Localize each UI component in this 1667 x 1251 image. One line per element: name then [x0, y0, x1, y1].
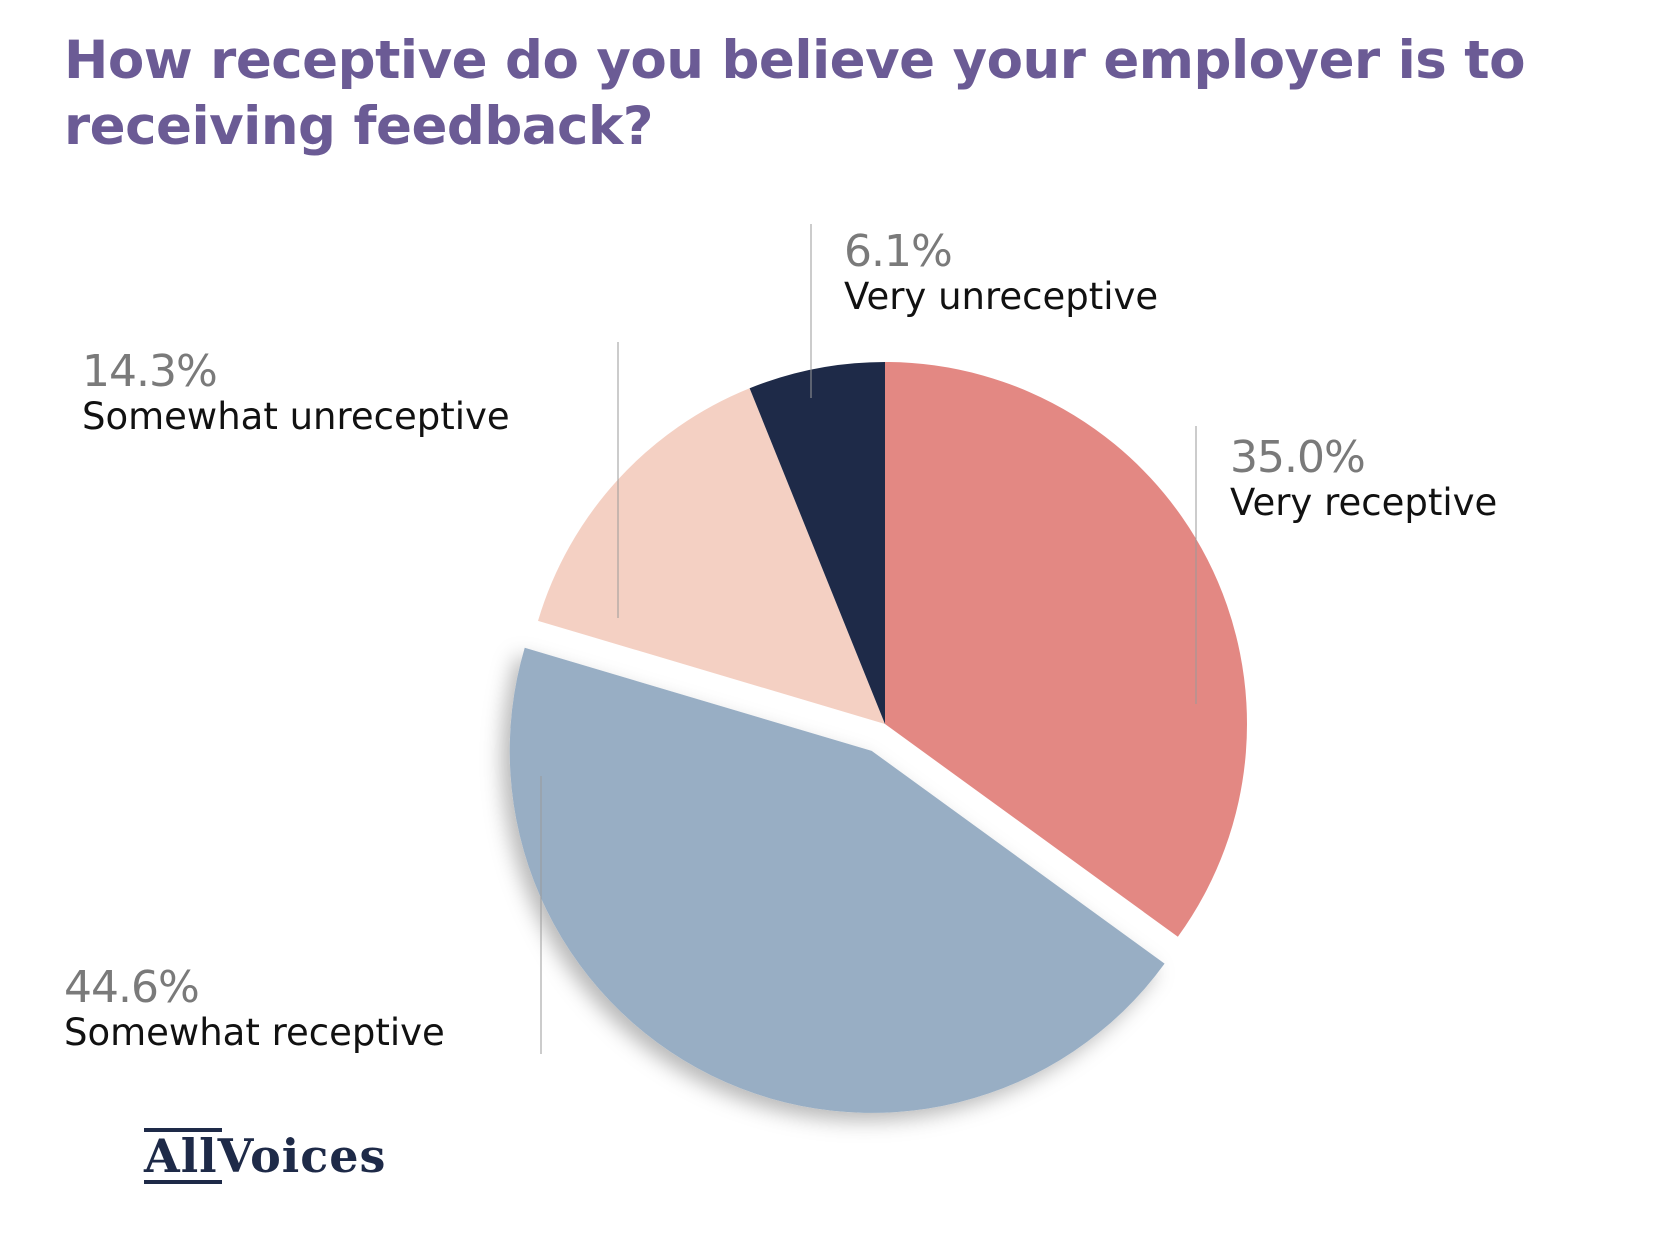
logo-all: All [144, 1128, 222, 1184]
value-very-unreceptive: 6.1% [844, 226, 953, 277]
pie-slice-somewhat-receptive [509, 647, 1165, 1113]
category-very-receptive: Very receptive [1230, 481, 1498, 524]
chart-title: How receptive do you believe your employ… [64, 30, 1526, 157]
pie-slice-very-receptive [885, 362, 1247, 937]
category-somewhat-unreceptive: Somewhat unreceptive [82, 395, 510, 438]
pie-slice-very-unreceptive [749, 362, 885, 724]
category-somewhat-receptive: Somewhat receptive [64, 1011, 445, 1054]
logo-voices: Voices [217, 1129, 387, 1183]
category-very-unreceptive: Very unreceptive [844, 275, 1159, 318]
allvoices-logo: AllVoices [144, 1128, 386, 1184]
label-very-unreceptive: 6.1% Very unreceptive [844, 228, 1158, 318]
label-very-receptive: 35.0% Very receptive [1230, 434, 1497, 524]
value-somewhat-receptive: 44.6% [64, 962, 200, 1013]
pie-slice-somewhat-unreceptive [538, 388, 885, 724]
label-somewhat-receptive: 44.6% Somewhat receptive [64, 964, 445, 1054]
value-very-receptive: 35.0% [1230, 432, 1366, 483]
value-somewhat-unreceptive: 14.3% [82, 346, 218, 397]
label-somewhat-unreceptive: 14.3% Somewhat unreceptive [82, 348, 510, 438]
